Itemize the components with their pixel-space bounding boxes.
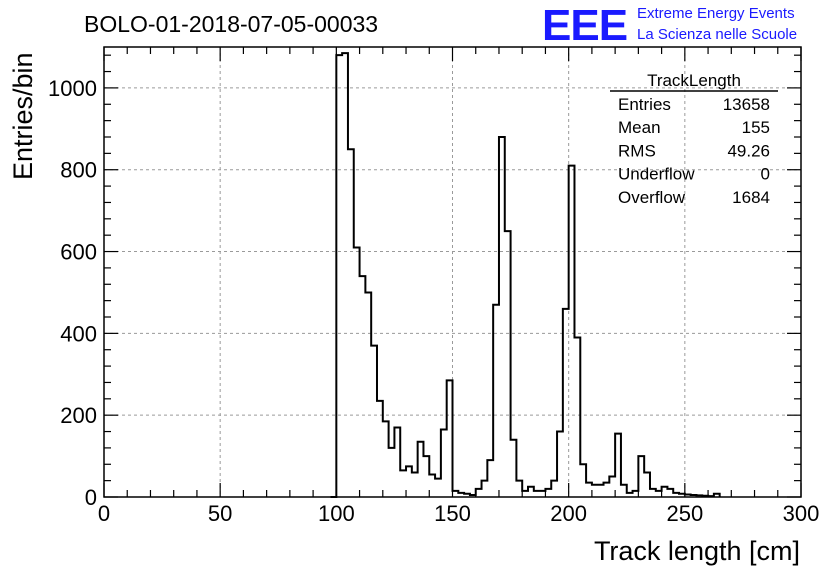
stats-label: Entries	[618, 95, 671, 114]
x-tick-label: 150	[434, 501, 471, 526]
stats-box-title: TrackLength	[647, 71, 741, 90]
x-tick-label: 300	[783, 501, 820, 526]
stats-rows: Entries 13658 Mean 155 RMS 49.26 Underflow 0 Ove…	[618, 95, 770, 207]
run-title: BOLO-01-2018-07-05-00033	[84, 11, 378, 37]
x-tick-labels: 0 50 100 150 200 250 300	[98, 501, 819, 526]
logo-line-1: Extreme Energy Events	[637, 5, 795, 22]
y-tick-label: 400	[60, 321, 97, 346]
y-tick-label: 600	[60, 240, 97, 265]
x-tick-label: 50	[208, 501, 232, 526]
y-axis-label: Entries/bin	[8, 52, 38, 180]
stats-box: TrackLength Entries 13658 Mean 155 RMS 49.26 U…	[610, 71, 778, 207]
logo-line-2: La Scienza nelle Scuole	[637, 26, 797, 43]
axis-ticks	[103, 47, 802, 498]
y-tick-label: 0	[85, 485, 97, 510]
x-tick-label: 250	[666, 501, 703, 526]
stats-label: Mean	[618, 118, 661, 137]
stats-value: 0	[761, 165, 770, 184]
stats-value: 155	[742, 118, 770, 137]
stats-value: 13658	[723, 95, 770, 114]
stats-value: 1684	[732, 188, 770, 207]
eee-logo-mark: EEE	[542, 1, 627, 50]
y-tick-label: 200	[60, 403, 97, 428]
x-tick-label: 200	[550, 501, 587, 526]
histogram-series-line	[330, 52, 721, 498]
y-tick-labels: 0 200 400 600 800 1000	[48, 76, 97, 510]
stats-label: RMS	[618, 141, 656, 160]
x-tick-label: 0	[98, 501, 110, 526]
stats-value: 49.26	[727, 141, 770, 160]
stats-label: Overflow	[618, 188, 686, 207]
x-tick-label: 100	[318, 501, 355, 526]
x-axis-label: Track length [cm]	[594, 536, 800, 566]
y-tick-label: 800	[60, 158, 97, 183]
y-tick-label: 1000	[48, 76, 97, 101]
stats-label: Underflow	[618, 165, 695, 184]
